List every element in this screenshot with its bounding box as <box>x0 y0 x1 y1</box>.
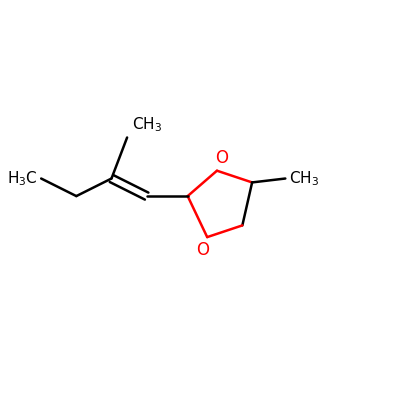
Text: O: O <box>215 149 228 167</box>
Text: CH$_3$: CH$_3$ <box>132 116 162 134</box>
Text: H$_3$C: H$_3$C <box>6 169 37 188</box>
Text: CH$_3$: CH$_3$ <box>289 169 319 188</box>
Text: O: O <box>196 241 209 259</box>
